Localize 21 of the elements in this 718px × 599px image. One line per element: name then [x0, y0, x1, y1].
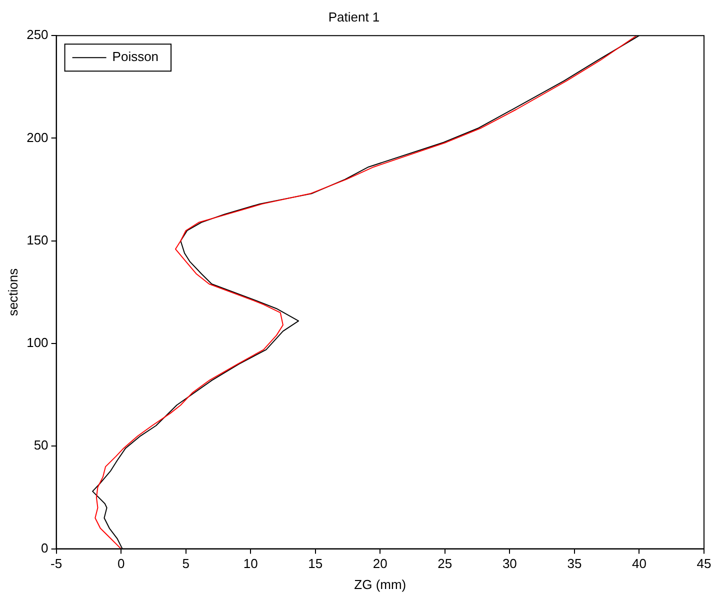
y-tick-label: 0 — [41, 540, 48, 556]
chart-title: Patient 1 — [328, 9, 380, 24]
x-tick-label: 30 — [502, 556, 517, 572]
y-tick-label: 50 — [34, 438, 48, 453]
x-axis-title: ZG (mm) — [354, 576, 406, 592]
y-tick-label: 200 — [26, 130, 48, 145]
x-tick-label: 35 — [567, 556, 582, 572]
y-tick-label: 150 — [26, 232, 48, 248]
legend-label: Poisson — [112, 49, 159, 64]
x-tick-label: -5 — [50, 556, 62, 572]
x-tick-label: 20 — [372, 556, 388, 572]
x-tick-label: 25 — [438, 556, 452, 572]
y-tick-label: 250 — [26, 27, 48, 42]
x-tick-label: 5 — [182, 556, 190, 572]
x-tick-label: 45 — [696, 556, 712, 572]
y-axis-title: sections — [5, 268, 20, 316]
x-tick-label: 40 — [632, 556, 646, 572]
x-tick-label: 0 — [117, 556, 125, 572]
x-tick-label: 10 — [243, 556, 258, 572]
y-tick-label: 100 — [26, 335, 48, 350]
x-tick-label: 15 — [308, 556, 323, 572]
